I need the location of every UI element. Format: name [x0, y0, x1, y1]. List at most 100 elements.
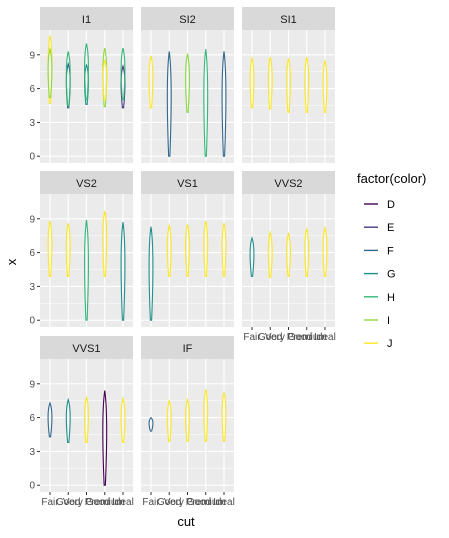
facet-strip-label: SI1	[280, 14, 297, 26]
violin-j	[47, 220, 53, 277]
violin-j	[304, 56, 310, 113]
y-tick-label: 3	[29, 282, 35, 293]
y-tick-label: 0	[29, 481, 35, 492]
violin-f	[148, 416, 154, 432]
violin-j	[47, 35, 53, 104]
violin-g	[120, 222, 126, 321]
x-tick-label: Good	[258, 332, 282, 343]
x-tick-label: Very Good	[164, 497, 211, 508]
y-tick-label: 6	[29, 413, 35, 424]
violin-d	[102, 390, 108, 486]
legend-entry-f: F	[364, 245, 394, 257]
violin-h	[203, 49, 209, 157]
legend-label: D	[387, 199, 395, 211]
legend-label: J	[387, 338, 393, 350]
violin-j	[65, 223, 71, 277]
violin-g	[65, 397, 71, 443]
x-axis-title: cut	[177, 514, 195, 529]
violin-j	[267, 230, 273, 278]
legend-entry-e: E	[364, 222, 394, 234]
y-tick-label: 6	[29, 248, 35, 259]
x-tick-label: Premium	[186, 497, 226, 508]
violin-h	[120, 47, 126, 101]
y-tick-label: 3	[29, 118, 35, 129]
y-tick-label: 0	[29, 152, 35, 163]
x-tick-label: Premium	[85, 497, 125, 508]
violin-j	[185, 397, 190, 442]
violin-j	[221, 223, 227, 277]
facet-panel-si1: SI1	[242, 7, 335, 163]
violin-j	[322, 225, 328, 277]
legend-label: I	[387, 315, 390, 327]
x-tick-label: Fair	[41, 497, 59, 508]
legend-entry-j: J	[364, 338, 393, 350]
violin-j	[166, 223, 172, 277]
violin-j	[267, 56, 273, 110]
x-tick-label: Fair	[142, 497, 160, 508]
violin-g	[249, 236, 255, 277]
y-tick-label: 0	[29, 316, 35, 327]
facet-panel-si2: SI2	[141, 7, 234, 163]
facet-strip	[141, 7, 234, 30]
facet-strip	[141, 336, 234, 359]
legend-label: H	[387, 292, 395, 304]
violin-j	[148, 55, 154, 109]
facet-strip-label: VS2	[76, 178, 97, 190]
facet-strip-label: VVS1	[72, 343, 100, 355]
violin-f	[221, 51, 227, 157]
violin-j	[203, 389, 209, 442]
y-tick-label: 6	[29, 84, 35, 95]
violin-j	[286, 231, 291, 277]
legend-label: G	[387, 269, 396, 281]
facet-strip	[40, 7, 133, 30]
violin-g	[148, 226, 154, 321]
violin-j	[221, 390, 227, 442]
violin-h	[84, 43, 89, 101]
violin-h	[65, 51, 71, 107]
facet-strip	[40, 171, 133, 194]
violin-j	[322, 60, 328, 113]
violin-i	[47, 47, 53, 99]
violin-h	[84, 219, 89, 321]
violin-j	[286, 58, 291, 113]
legend-entry-h: H	[364, 292, 395, 304]
x-tick-label: Good	[157, 497, 181, 508]
legend-label: F	[387, 245, 394, 257]
violin-j	[84, 395, 89, 443]
x-tick-label: Good	[56, 497, 80, 508]
legend-label: E	[387, 222, 394, 234]
facet-strip	[242, 171, 335, 194]
y-tick-label: 9	[29, 214, 35, 225]
y-axis-title: x	[4, 258, 19, 265]
facet-strip-label: VS1	[177, 178, 198, 190]
x-tick-label: Ideal	[112, 497, 134, 508]
facet-panel-i1: I1 0 3 6 9	[29, 7, 133, 163]
legend-title: factor(color)	[357, 171, 426, 186]
violin-j	[304, 226, 310, 277]
facet-strip	[40, 336, 133, 359]
x-tick-label: Premium	[287, 332, 327, 343]
x-tick-label: Ideal	[213, 497, 235, 508]
legend-entry-i: I	[364, 315, 390, 327]
violin-j	[249, 56, 255, 109]
x-tick-label: Ideal	[314, 332, 336, 343]
facet-strip	[141, 171, 234, 194]
violin-j	[120, 396, 126, 443]
violin-f	[166, 51, 172, 157]
facet-strip	[242, 7, 335, 30]
facet-strip-label: VVS2	[274, 178, 302, 190]
violin-i	[102, 47, 108, 108]
facet-panel-vs1: VS1	[141, 171, 234, 327]
facet-panel-vs2: VS2 0 3 6 9	[29, 171, 133, 327]
violin-j	[203, 220, 209, 277]
violin-f	[47, 401, 53, 438]
violin-j	[102, 58, 108, 101]
violin-i	[185, 53, 190, 113]
violin-j	[166, 398, 172, 442]
